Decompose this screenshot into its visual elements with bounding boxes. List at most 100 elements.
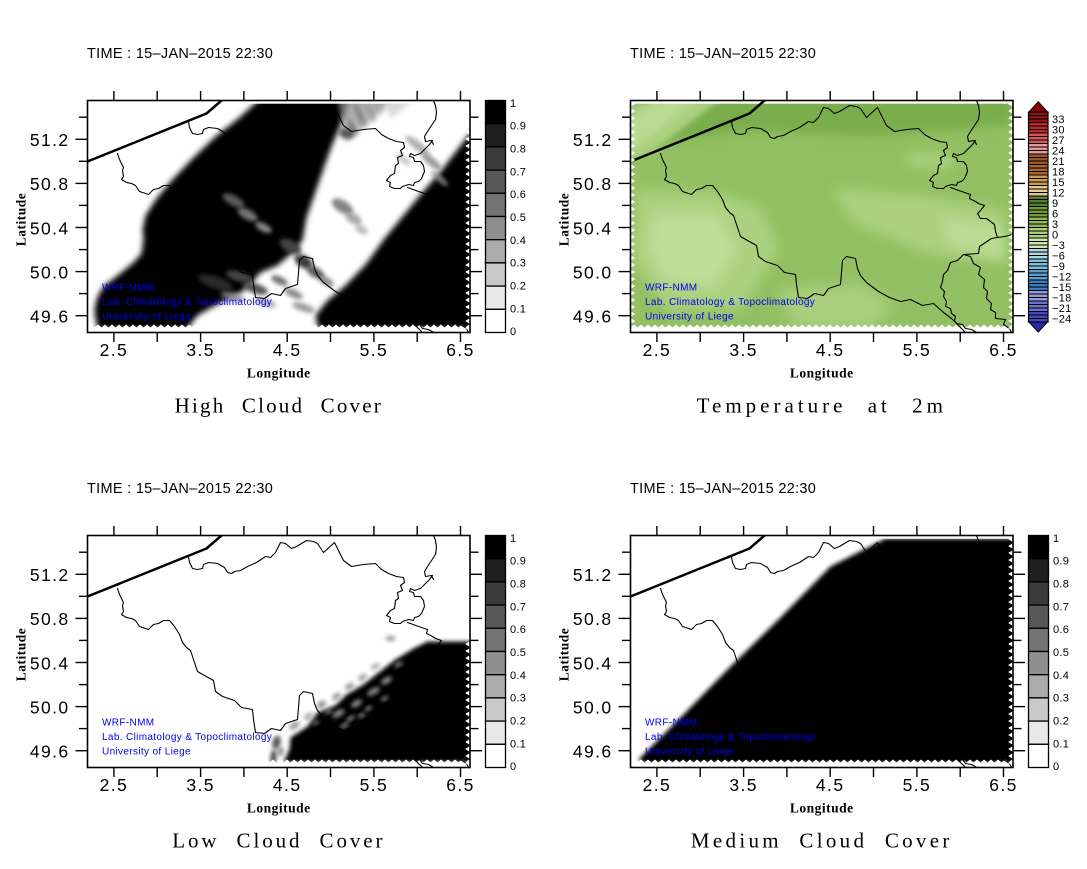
svg-text:50.4: 50.4 [30,653,70,673]
svg-text:49.6: 49.6 [573,742,613,762]
svg-text:3.5: 3.5 [729,340,758,360]
svg-text:Latitude: Latitude [557,193,572,247]
svg-text:21: 21 [1052,156,1065,168]
svg-text:5.5: 5.5 [903,775,932,795]
svg-text:5.5: 5.5 [903,340,932,360]
svg-text:2.5: 2.5 [643,775,672,795]
svg-text:TIME : 15–JAN–2015 22:30: TIME : 15–JAN–2015 22:30 [630,481,816,497]
svg-text:Lab. Climatology & Topoclimato: Lab. Climatology & Topoclimatology [645,297,815,308]
svg-text:High Cloud Cover: High Cloud Cover [175,394,383,418]
svg-text:2.5: 2.5 [100,340,129,360]
svg-text:4.5: 4.5 [816,775,845,795]
svg-text:University of Liege: University of Liege [645,311,734,322]
svg-text:Longitude: Longitude [790,801,854,816]
svg-text:0: 0 [1052,230,1058,242]
svg-text:0.9: 0.9 [510,556,526,568]
svg-text:Longitude: Longitude [790,366,854,381]
svg-text:TIME : 15–JAN–2015 22:30: TIME : 15–JAN–2015 22:30 [87,481,273,497]
svg-text:49.6: 49.6 [30,742,70,762]
svg-text:0.7: 0.7 [1053,601,1069,613]
svg-text:50.0: 50.0 [573,262,613,282]
svg-text:15: 15 [1052,177,1065,189]
svg-text:3: 3 [1052,219,1058,231]
svg-text:−18: −18 [1052,293,1072,305]
svg-text:0.3: 0.3 [510,693,526,705]
svg-text:Longitude: Longitude [247,801,311,816]
svg-text:−21: −21 [1052,303,1072,315]
svg-text:University of Liege: University of Liege [102,311,191,322]
svg-text:0.9: 0.9 [510,121,526,133]
svg-text:Latitude: Latitude [14,628,29,682]
svg-text:50.4: 50.4 [30,218,70,238]
svg-text:50.8: 50.8 [573,609,613,629]
svg-text:0: 0 [1053,761,1059,773]
svg-text:30: 30 [1052,125,1065,137]
svg-text:TIME : 15–JAN–2015 22:30: TIME : 15–JAN–2015 22:30 [87,46,273,62]
svg-text:0.5: 0.5 [510,647,526,659]
svg-text:0.1: 0.1 [1053,738,1069,750]
svg-text:50.8: 50.8 [30,609,70,629]
svg-text:51.2: 51.2 [573,130,613,150]
svg-text:6.5: 6.5 [989,340,1018,360]
svg-text:−9: −9 [1052,261,1065,273]
svg-text:0.1: 0.1 [510,303,526,315]
svg-text:50.0: 50.0 [30,262,70,282]
svg-text:Latitude: Latitude [557,628,572,682]
svg-text:−15: −15 [1052,282,1072,294]
svg-text:0.4: 0.4 [510,235,526,247]
svg-text:0.7: 0.7 [510,601,526,613]
svg-text:Longitude: Longitude [247,366,311,381]
svg-text:0.1: 0.1 [510,738,526,750]
svg-text:1: 1 [510,533,516,545]
svg-text:5.5: 5.5 [360,775,389,795]
svg-text:3.5: 3.5 [186,340,215,360]
svg-text:Lab. Climatology & Topoclimato: Lab. Climatology & Topoclimatology [645,732,815,743]
svg-text:0.6: 0.6 [510,189,526,201]
svg-text:6.5: 6.5 [989,775,1018,795]
svg-text:0.2: 0.2 [510,716,526,728]
svg-text:0.8: 0.8 [1053,579,1069,591]
svg-text:0.3: 0.3 [1053,693,1069,705]
svg-text:−12: −12 [1052,272,1072,284]
svg-text:49.6: 49.6 [30,307,70,327]
svg-text:51.2: 51.2 [573,565,613,585]
svg-text:49.6: 49.6 [573,307,613,327]
svg-text:50.8: 50.8 [30,174,70,194]
svg-text:0.5: 0.5 [510,212,526,224]
svg-text:−24: −24 [1052,314,1072,326]
svg-text:6: 6 [1052,209,1058,221]
svg-text:50.4: 50.4 [573,218,613,238]
svg-text:33: 33 [1052,114,1065,126]
svg-text:18: 18 [1052,167,1065,179]
svg-text:4.5: 4.5 [816,340,845,360]
svg-text:Latitude: Latitude [14,193,29,247]
svg-text:−3: −3 [1052,240,1065,252]
svg-text:TIME : 15–JAN–2015 22:30: TIME : 15–JAN–2015 22:30 [630,46,816,62]
svg-text:−6: −6 [1052,251,1065,263]
svg-text:0.9: 0.9 [1053,556,1069,568]
svg-text:12: 12 [1052,188,1065,200]
svg-text:5.5: 5.5 [360,340,389,360]
svg-text:50.4: 50.4 [573,653,613,673]
svg-text:University of Liege: University of Liege [102,746,191,757]
svg-text:0.6: 0.6 [510,624,526,636]
svg-text:6.5: 6.5 [446,340,475,360]
svg-text:Temperature at 2m: Temperature at 2m [697,394,947,418]
svg-text:0.6: 0.6 [1053,624,1069,636]
svg-text:0.2: 0.2 [1053,716,1069,728]
svg-text:Low Cloud Cover: Low Cloud Cover [172,829,385,853]
svg-text:0.3: 0.3 [510,258,526,270]
svg-text:Medium Cloud Cover: Medium Cloud Cover [691,829,953,853]
svg-text:50.8: 50.8 [573,174,613,194]
svg-text:0: 0 [510,761,516,773]
svg-text:51.2: 51.2 [30,565,70,585]
svg-text:0.7: 0.7 [510,166,526,178]
svg-text:Lab. Climatology & Topoclimato: Lab. Climatology & Topoclimatology [102,732,272,743]
svg-text:50.0: 50.0 [30,697,70,717]
svg-text:0.2: 0.2 [510,281,526,293]
svg-text:WRF-NMM: WRF-NMM [645,718,697,729]
svg-text:3.5: 3.5 [186,775,215,795]
svg-text:University of Liege: University of Liege [645,746,734,757]
svg-text:0: 0 [510,326,516,338]
svg-text:3.5: 3.5 [729,775,758,795]
